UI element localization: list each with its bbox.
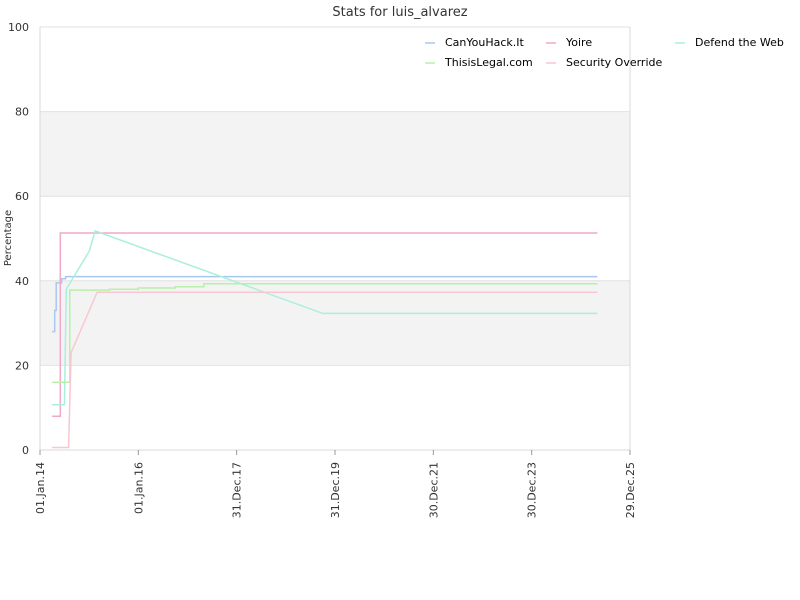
series-line <box>52 229 598 406</box>
x-tick-label: 29.Dec.25 <box>624 462 637 518</box>
background-band <box>40 280 630 366</box>
legend-label: ThisisLegal.com <box>444 56 533 69</box>
series-line <box>52 283 598 384</box>
y-tick-label: 100 <box>8 21 29 34</box>
legend-label: Defend the Web <box>695 36 784 49</box>
legend-label: Security Override <box>566 56 662 69</box>
x-tick-label: 31.Dec.17 <box>231 462 244 518</box>
x-tick-label: 30.Dec.23 <box>526 462 539 518</box>
grid-lines <box>40 26 630 451</box>
legend: CanYouHack.It Yoire Defend the Web ThisisLe… <box>425 36 784 69</box>
series-lines <box>52 229 598 449</box>
series-line <box>52 291 598 449</box>
y-tick-label: 80 <box>15 106 29 119</box>
background-band <box>40 111 630 197</box>
x-tick-label: 01.Jan.16 <box>132 462 145 514</box>
x-tick-label: 01.Jan.14 <box>34 462 47 514</box>
legend-label: CanYouHack.It <box>445 36 525 49</box>
chart-title: Stats for luis_alvarez <box>332 5 467 20</box>
legend-label: Yoire <box>565 36 592 49</box>
y-tick-label: 0 <box>22 444 29 457</box>
y-tick-label: 40 <box>15 275 29 288</box>
y-tick-label: 20 <box>15 359 29 372</box>
series-line <box>52 232 598 417</box>
x-tick-label: 30.Dec.21 <box>427 462 440 518</box>
y-axis-label: Percentage <box>3 210 14 266</box>
y-tick-label: 60 <box>15 190 29 203</box>
background-bands <box>40 111 630 366</box>
axes: 0 20 40 60 80 100 01.Jan.14 01.Jan.16 31.Dec.17 3… <box>8 21 637 518</box>
x-tick-label: 31.Dec.19 <box>329 462 342 518</box>
series-line <box>52 275 598 333</box>
